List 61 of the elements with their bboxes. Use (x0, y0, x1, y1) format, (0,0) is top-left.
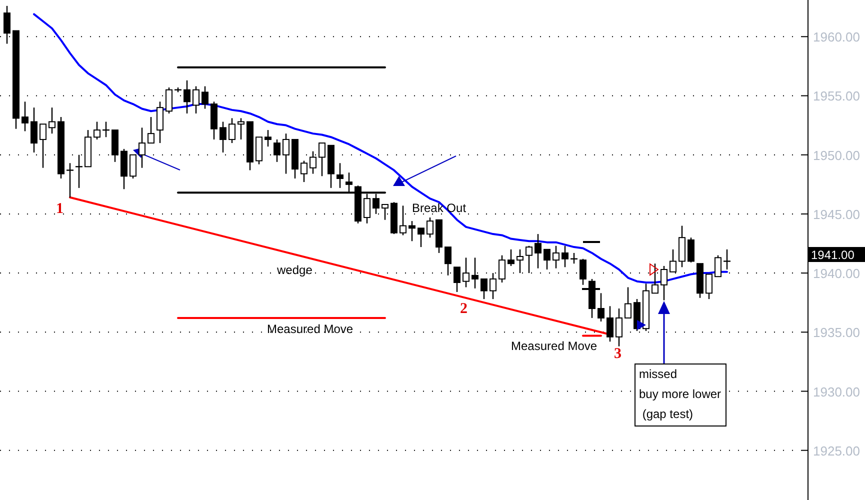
candlestick (534, 233, 542, 269)
annotation: 3 (614, 346, 622, 362)
candlestick (282, 132, 290, 174)
annotation: 2 (460, 301, 468, 317)
candlestick (616, 308, 622, 347)
candlestick (462, 257, 470, 288)
candlestick (274, 138, 280, 163)
candlestick (498, 254, 506, 284)
annotation: Break Out (412, 201, 467, 215)
candlestick (714, 254, 722, 278)
candlestick (688, 236, 694, 264)
candlestick (426, 216, 434, 238)
candlestick (156, 101, 164, 144)
candlestick (544, 248, 550, 270)
candlestick (418, 228, 424, 248)
candlestick (48, 106, 56, 134)
candlestick (318, 142, 326, 177)
text: 1941.00 (811, 248, 855, 262)
candlestick (264, 129, 272, 148)
candlestick (94, 121, 100, 140)
candlestick (660, 265, 668, 301)
candlestick (454, 266, 460, 293)
candlestick (138, 127, 146, 168)
candlestick (130, 154, 136, 180)
y-tick-label: 1960.00 (813, 30, 860, 45)
candlestick (678, 225, 686, 268)
candlestick (300, 160, 308, 183)
candlestick (598, 292, 604, 322)
candlestick (552, 245, 560, 269)
y-tick-label: 1930.00 (813, 384, 860, 400)
candlestick (220, 121, 226, 154)
candlestick (580, 258, 586, 286)
candlestick (30, 106, 38, 154)
candlestick (22, 101, 28, 132)
candlestick (706, 274, 712, 300)
candlestick (508, 248, 514, 267)
candlestick (336, 162, 344, 189)
annotation: wedge (276, 263, 313, 277)
candlestick (166, 86, 172, 114)
candlestick (624, 286, 632, 319)
candlestick (184, 80, 190, 114)
candlestick (408, 220, 416, 242)
annotation: Measured Move (267, 322, 354, 336)
candlestick (606, 306, 614, 342)
candlestick (238, 118, 244, 140)
y-tick-label: 1955.00 (813, 88, 860, 104)
y-tick-label: 1925.00 (813, 443, 860, 458)
y-tick-label: 1940.00 (813, 266, 860, 282)
candlestick (480, 278, 488, 300)
candlestick (148, 116, 154, 144)
candlestick (192, 86, 200, 114)
y-tick-label: 1950.00 (813, 148, 860, 163)
candlestick (228, 118, 236, 144)
candlestick (256, 136, 262, 165)
annotation: Measured Move (511, 339, 598, 353)
annotation: 1 (56, 201, 64, 217)
annotation: missed buy more lower (gap test) (639, 367, 722, 421)
y-tick-label: 1945.00 (813, 206, 860, 222)
candlestick (202, 86, 208, 110)
y-tick-label: 1935.00 (813, 325, 860, 340)
candlestick (562, 245, 568, 268)
